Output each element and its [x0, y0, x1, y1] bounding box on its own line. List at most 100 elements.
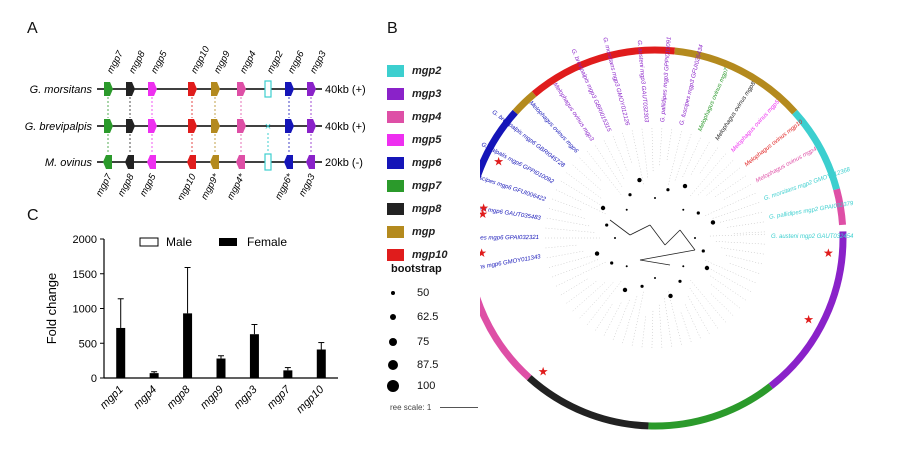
bootstrap-node: [682, 183, 688, 189]
clade-ring-mgp6: [480, 109, 518, 180]
legend-item: mgp3: [387, 82, 467, 105]
bootstrap-item: 75: [387, 336, 429, 348]
tree-leaf-line: [698, 158, 735, 196]
gene-arrow: [104, 82, 113, 96]
bootstrap-value: 87.5: [417, 359, 439, 371]
gene-label-bottom: mgp4*: [225, 172, 248, 200]
bootstrap-dot: [387, 380, 399, 392]
tree-branch: [639, 259, 671, 266]
female-bar: [283, 370, 293, 378]
gene-label-top: mgp6: [286, 49, 307, 76]
tree-branch: [639, 249, 696, 261]
tree-leaf-line: [705, 260, 758, 284]
legend-label: mgp6: [412, 156, 442, 169]
gene-label-bottom: mgp6*: [273, 172, 296, 200]
cluster-size-label: 40kb (+): [325, 121, 366, 133]
gene-cluster-diagram: mgp7 mgp8 mgp5 mgp10 mgp9 mgp4 mgp2 mgp6 mgp3mgp…: [25, 44, 366, 200]
legend-swatch: [387, 133, 404, 146]
gene-arrow: [103, 155, 112, 169]
tree-leaf-line: [699, 145, 720, 174]
gene-arrow: [211, 119, 220, 133]
clade-ring-mgp: [512, 91, 537, 115]
bootstrap-node: [622, 287, 628, 293]
tree-branch: [609, 219, 631, 236]
y-tick-label: 0: [91, 373, 97, 385]
legend-item: mgp5: [387, 128, 467, 151]
tree-leaf-line: [559, 179, 603, 207]
species-label: G. morsitans: [30, 84, 93, 96]
tree-leaf-line: [690, 279, 728, 324]
gene-arrow: [237, 82, 246, 96]
bootstrap-node: [637, 177, 642, 183]
bootstrap-node: [605, 223, 609, 227]
gene-arrow: [148, 82, 157, 96]
legend-label: mgp3: [412, 87, 442, 100]
star-marker: ★: [480, 207, 488, 221]
legend-label: mgp: [412, 225, 436, 238]
bootstrap-node: [625, 208, 628, 211]
clade-ring-mgp2: [792, 109, 840, 191]
gene-label-bottom: mgp10: [175, 172, 199, 200]
bootstrap-node: [594, 251, 600, 256]
legend-swatch: [387, 87, 404, 100]
legend-item: mgp6: [387, 151, 467, 174]
gene-arrow: [188, 119, 197, 133]
legend-item: mgp2: [387, 59, 467, 82]
gene-arrow: [307, 82, 316, 96]
legend-item: mgp7: [387, 174, 467, 197]
bootstrap-node: [610, 261, 614, 265]
tree-leaf-line: [621, 130, 632, 163]
legend-item: mgp8: [387, 197, 467, 220]
gene-label-bottom: mgp3: [297, 172, 318, 199]
clade-ring-mgp7: [648, 383, 773, 430]
clade-ring-mgp8: [526, 375, 649, 430]
panel-c-letter: C: [27, 207, 39, 224]
gene-box-empty: [264, 80, 272, 98]
x-tick-label: mgp4: [131, 384, 159, 412]
bootstrap-node: [682, 265, 685, 268]
legend-male-label: Male: [166, 235, 192, 249]
tree-leaf-line: [578, 282, 614, 320]
bootstrap-node: [668, 293, 673, 299]
bootstrap-node: [640, 284, 644, 288]
bootstrap-dot: [388, 360, 398, 370]
legend-swatch: [387, 202, 404, 215]
bootstrap-dot: [390, 314, 396, 320]
x-tick-label: mgp7: [265, 383, 294, 412]
gene-label-top: mgp5: [149, 49, 170, 76]
legend-female-label: Female: [247, 235, 287, 249]
tree-branch: [664, 229, 681, 246]
bootstrap-item: 87.5: [387, 359, 438, 371]
legend-label: mgp8: [412, 202, 442, 215]
tree-leaf-line: [723, 183, 753, 200]
bootstrap-node: [710, 220, 716, 225]
tree-leaf-line: [733, 231, 767, 234]
gene-arrow: [125, 155, 134, 169]
gene-label-top: mgp3: [308, 49, 329, 76]
female-bar: [149, 373, 159, 378]
bootstrap-node: [654, 197, 656, 199]
gene-arrow: [126, 119, 135, 133]
gene-arrow: [237, 119, 246, 133]
tree-leaf-line: [715, 174, 748, 197]
tree-branch: [649, 224, 666, 246]
female-bar: [116, 327, 126, 378]
female-bar: [249, 334, 259, 378]
gene-arrow: [148, 119, 157, 133]
tree-scale-text: ree scale: 1: [390, 403, 432, 412]
bootstrap-item: 50: [387, 287, 429, 299]
star-marker: ★: [480, 246, 487, 260]
gene-label-top: mgp2: [265, 49, 286, 76]
tree-leaf-line: [664, 298, 673, 349]
gene-arrow: [285, 82, 294, 96]
legend-swatch: [387, 110, 404, 123]
tree-leaf-line: [680, 312, 693, 344]
gene-label-top: mgp4: [238, 49, 259, 75]
tree-leaf-line: [641, 126, 649, 178]
bootstrap-node: [696, 211, 700, 215]
gene-arrow: [284, 155, 293, 169]
tree-leaf-line: [544, 217, 590, 227]
y-axis-label: Fold change: [44, 273, 59, 345]
gene-arrow: [211, 82, 220, 96]
cluster-size-label: 20kb (-): [325, 157, 363, 169]
